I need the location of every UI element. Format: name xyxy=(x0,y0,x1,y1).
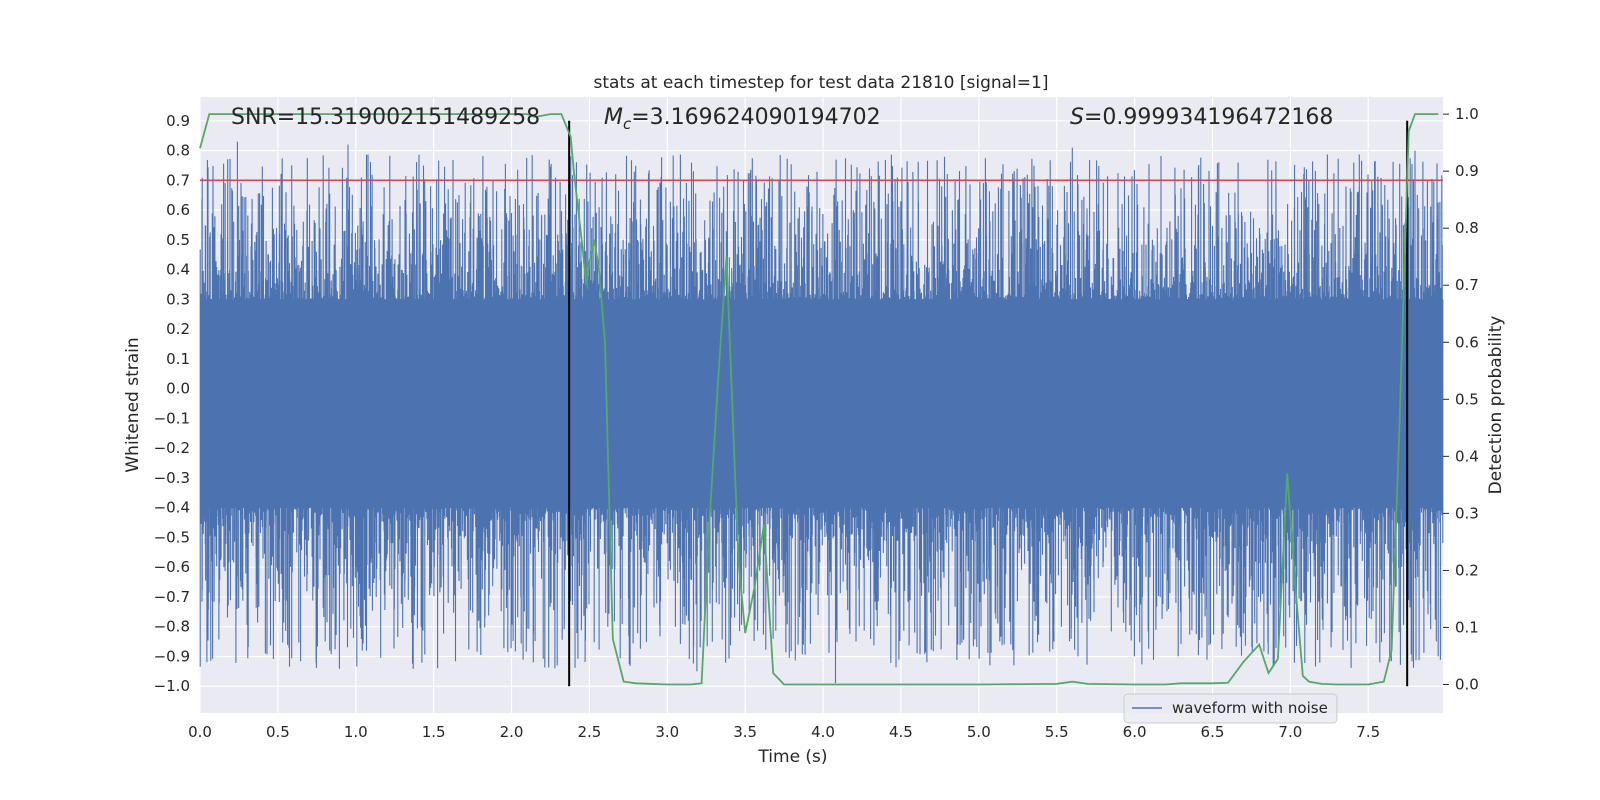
x-axis-ticks: 0.0 0.5 1.0 1.5 2.0 2.5 3.0 3.5 4.0 4.5 5.0 5.5 6.0 6… xyxy=(188,723,1380,741)
x-tick-label: 5.5 xyxy=(1045,723,1069,741)
y2-tick-label: 0.1 xyxy=(1455,618,1479,636)
x-tick-label: 6.5 xyxy=(1201,723,1225,741)
y2-tick-label: 0.9 xyxy=(1455,162,1479,180)
x-axis-label: Time (s) xyxy=(757,747,827,767)
x-tick-label: 0.5 xyxy=(266,723,290,741)
y-tick-label: 0.2 xyxy=(166,320,190,338)
y2-tick-label: 0.0 xyxy=(1455,675,1479,693)
y-axis-label: Whitened strain xyxy=(123,337,143,472)
waveform-noise-path xyxy=(199,141,1444,684)
x-tick-label: 4.0 xyxy=(811,723,835,741)
x-tick-label: 3.0 xyxy=(655,723,679,741)
x-tick-label: 7.5 xyxy=(1356,723,1380,741)
y-tick-label: 0.0 xyxy=(166,380,190,398)
y-tick-label: −0.8 xyxy=(154,618,190,636)
y-tick-label: −0.6 xyxy=(154,558,190,576)
detection-probability-line xyxy=(199,113,1439,686)
chirp-mass-subscript: c xyxy=(623,115,632,133)
legend: waveform with noise xyxy=(1123,693,1338,724)
waveform-series xyxy=(199,141,1444,684)
y-tick-label: 0.1 xyxy=(166,350,190,368)
x-tick-label: 4.5 xyxy=(889,723,913,741)
y-tick-label: −0.9 xyxy=(154,647,190,665)
y-tick-label: −0.1 xyxy=(154,409,190,427)
legend-label: waveform with noise xyxy=(1172,699,1328,717)
x-tick-label: 2.0 xyxy=(500,723,524,741)
y2-axis-label: Detection probability xyxy=(1486,316,1506,495)
y-tick-label: −0.4 xyxy=(154,499,190,517)
chart-title: stats at each timestep for test data 218… xyxy=(594,73,1049,93)
y-tick-label: 0.8 xyxy=(166,142,190,160)
y-tick-label: 0.9 xyxy=(166,112,190,130)
y2-tick-label: 0.7 xyxy=(1455,276,1479,294)
chirp-mass-value: =3.169624090194702 xyxy=(631,105,880,130)
y-tick-label: −0.3 xyxy=(154,469,190,487)
significance-value: =0.999934196472168 xyxy=(1084,105,1333,130)
overlay-lines xyxy=(199,113,1443,687)
y-tick-label: 0.7 xyxy=(166,171,190,189)
y-tick-label: 0.3 xyxy=(166,290,190,308)
y2-tick-label: 0.4 xyxy=(1455,447,1479,465)
x-tick-label: 5.0 xyxy=(967,723,991,741)
y2-tick-label: 1.0 xyxy=(1455,105,1479,123)
y-tick-label: −0.7 xyxy=(154,588,190,606)
snr-annotation: SNR=15.319002151489258 xyxy=(231,105,540,130)
x-tick-label: 7.0 xyxy=(1278,723,1302,741)
x-tick-label: 6.0 xyxy=(1123,723,1147,741)
y-tick-label: 0.6 xyxy=(166,201,190,219)
x-tick-label: 1.0 xyxy=(344,723,368,741)
x-tick-label: 0.0 xyxy=(188,723,212,741)
y2-tick-label: 0.6 xyxy=(1455,333,1479,351)
y2-tick-label: 0.3 xyxy=(1455,504,1479,522)
y-tick-label: 0.5 xyxy=(166,231,190,249)
legend-box xyxy=(1123,693,1338,724)
x-tick-label: 2.5 xyxy=(577,723,601,741)
x-tick-label: 3.5 xyxy=(733,723,757,741)
significance-symbol: S xyxy=(1070,105,1084,130)
y-tick-label: −0.5 xyxy=(154,528,190,546)
y2-axis-ticks: 0.0 0.1 0.2 0.3 0.4 0.5 0.6 0.7 0.8 0.9 1.0 xyxy=(1443,105,1479,693)
y-axis-ticks: 0.9 0.8 0.7 0.6 0.5 0.4 0.3 0.2 0.1 0.0 −0.1 −0.2 −0… xyxy=(154,112,190,695)
y2-tick-label: 0.2 xyxy=(1455,561,1479,579)
chirp-mass-annotation: Mc=3.169624090194702 xyxy=(604,105,881,133)
y-tick-label: −1.0 xyxy=(154,677,190,695)
significance-annotation: S=0.999934196472168 xyxy=(1070,105,1333,130)
x-tick-label: 1.5 xyxy=(422,723,446,741)
y-tick-label: −0.2 xyxy=(154,439,190,457)
y2-tick-label: 0.8 xyxy=(1455,219,1479,237)
y-tick-label: 0.4 xyxy=(166,261,190,279)
y2-tick-label: 0.5 xyxy=(1455,390,1479,408)
chirp-mass-symbol: M xyxy=(604,105,623,130)
